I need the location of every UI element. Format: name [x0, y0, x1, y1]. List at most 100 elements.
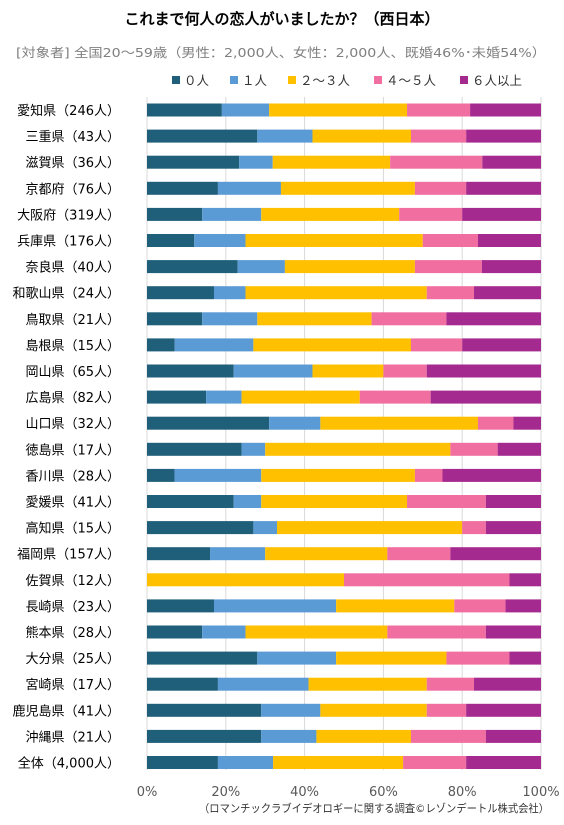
- bar-segment: [446, 312, 541, 326]
- bar-segment: [147, 495, 234, 508]
- bar-segment: [410, 129, 467, 143]
- bar-segment: [485, 495, 541, 508]
- bar-segment: [241, 390, 360, 404]
- category-label: 山口県（32人）: [25, 417, 120, 432]
- chart-subtitle: [対象者] 全国20～59歳（男性：2,000人、女性：2,000人、既婚46%…: [16, 45, 546, 60]
- bar-segment: [241, 442, 266, 456]
- bar-segment: [497, 442, 541, 456]
- bar-segment: [210, 547, 266, 561]
- x-tick-label: 20%: [211, 785, 240, 800]
- x-axis: 0% 20% 40% 60% 80% 100%: [137, 785, 560, 800]
- category-label: 和歌山県（24人）: [12, 287, 120, 302]
- bar-segment: [147, 756, 218, 769]
- bar-segment: [430, 390, 541, 404]
- legend-swatch: [460, 76, 468, 84]
- bar-segment: [336, 651, 447, 665]
- bar-segment: [426, 364, 541, 378]
- bar-segment: [466, 181, 541, 195]
- category-label: 鳥取県（21人）: [25, 313, 120, 328]
- bar-segment: [273, 756, 404, 769]
- bar-segment: [239, 155, 273, 169]
- bar-segment: [147, 286, 214, 300]
- bar-segment: [359, 390, 431, 404]
- bar-segment: [316, 729, 411, 743]
- category-label: 熊本県（28人）: [25, 625, 120, 641]
- bar-segment: [485, 625, 541, 639]
- category-labels: 愛知県（246人） 三重県（43人） 滋賀県（36人） 京都府（76人） 大阪府（319…: [12, 103, 120, 772]
- bar-segment: [174, 468, 262, 482]
- bar-segment: [202, 312, 258, 326]
- bar-segment: [466, 129, 541, 143]
- category-label: 兵庫県（176人）: [17, 235, 120, 250]
- bar-segment: [217, 181, 281, 195]
- bar-segment: [147, 677, 218, 691]
- bar-segment: [261, 468, 415, 482]
- bar-segment: [269, 103, 408, 117]
- category-label: 滋賀県（36人）: [25, 156, 120, 171]
- bar-segment: [233, 364, 313, 378]
- legend-label: ０人: [184, 73, 210, 88]
- bar-segment: [202, 207, 262, 221]
- legend-label: ４～５人: [386, 73, 437, 88]
- bar-segment: [245, 286, 427, 300]
- bar-segment: [390, 155, 483, 169]
- category-label: 全体（4,000人）: [18, 756, 120, 772]
- bar-segment: [202, 625, 246, 639]
- bar-segment: [466, 703, 541, 717]
- bar-segment: [462, 338, 541, 352]
- category-label: 大分県（25人）: [25, 652, 120, 667]
- category-label: 奈良県（40人）: [25, 260, 120, 276]
- bar-segment: [147, 181, 218, 195]
- bar-segment: [410, 338, 463, 352]
- bars: [147, 103, 541, 769]
- category-label: 福岡県（157人）: [17, 548, 120, 563]
- bar-segment: [147, 573, 344, 587]
- legend-label: １人: [242, 73, 268, 88]
- bar-segment: [474, 286, 541, 300]
- bar-segment: [147, 468, 175, 482]
- bar-segment: [320, 703, 427, 717]
- bar-segment: [505, 599, 541, 613]
- bar-segment: [237, 260, 285, 274]
- legend-swatch: [230, 76, 238, 84]
- bar-segment: [265, 442, 451, 456]
- bar-segment: [257, 312, 372, 326]
- bar-segment: [261, 495, 408, 508]
- bar-segment: [477, 416, 514, 430]
- category-label: 愛知県（246人）: [17, 103, 120, 119]
- legend-swatch: [172, 76, 180, 84]
- category-label: 香川県（28人）: [25, 469, 120, 484]
- bar-segment: [147, 651, 258, 665]
- bar-segment: [253, 338, 411, 352]
- bar-segment: [450, 547, 541, 561]
- bar-segment: [485, 729, 541, 743]
- bar-segment: [265, 547, 388, 561]
- bar-segment: [147, 155, 240, 169]
- bar-segment: [277, 521, 463, 535]
- bar-segment: [387, 547, 451, 561]
- bar-segment: [261, 703, 321, 717]
- category-label: 愛媛県（41人）: [25, 496, 120, 511]
- bar-segment: [147, 625, 203, 639]
- category-label: 高知県（15人）: [25, 521, 120, 537]
- bar-segment: [450, 442, 498, 456]
- bar-segment: [147, 364, 234, 378]
- bar-segment: [454, 599, 506, 613]
- category-label: 徳島県（17人）: [25, 443, 120, 458]
- bar-segment: [371, 312, 447, 326]
- bar-segment: [245, 625, 388, 639]
- x-tick-label: 0%: [137, 785, 158, 800]
- bar-segment: [399, 207, 463, 221]
- bar-segment: [147, 703, 262, 717]
- bar-segment: [407, 495, 486, 508]
- bar-segment: [509, 573, 541, 587]
- bar-segment: [466, 756, 541, 769]
- bar-segment: [482, 155, 541, 169]
- bar-segment: [446, 651, 510, 665]
- bar-segment: [147, 338, 175, 352]
- bar-segment: [147, 234, 195, 247]
- bar-segment: [426, 286, 475, 300]
- bar-segment: [206, 390, 242, 404]
